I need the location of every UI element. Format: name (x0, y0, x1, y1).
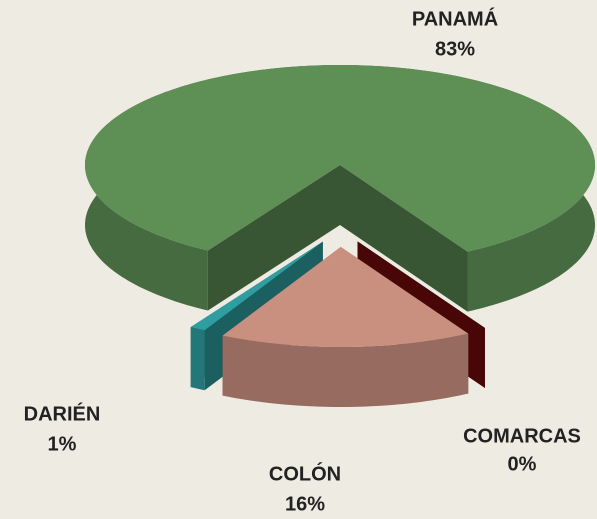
value-label: 1% (48, 433, 77, 455)
slice-side (190, 327, 205, 391)
pie-slice (222, 246, 469, 407)
slice-wall (340, 165, 468, 312)
category-label: PANAMÁ (412, 7, 498, 30)
value-label: 83% (435, 38, 475, 60)
value-label: 16% (285, 493, 325, 515)
value-label: 0% (508, 453, 537, 475)
category-label: COMARCAS (463, 425, 581, 447)
slice-top (190, 241, 323, 331)
slice-side (222, 333, 469, 407)
category-label: DARIÉN (24, 402, 101, 425)
slice-top (222, 246, 469, 347)
slice-wall (207, 165, 340, 311)
category-label: COLÓN (269, 461, 341, 485)
slice-top (85, 65, 595, 252)
pie-slice (85, 65, 595, 312)
